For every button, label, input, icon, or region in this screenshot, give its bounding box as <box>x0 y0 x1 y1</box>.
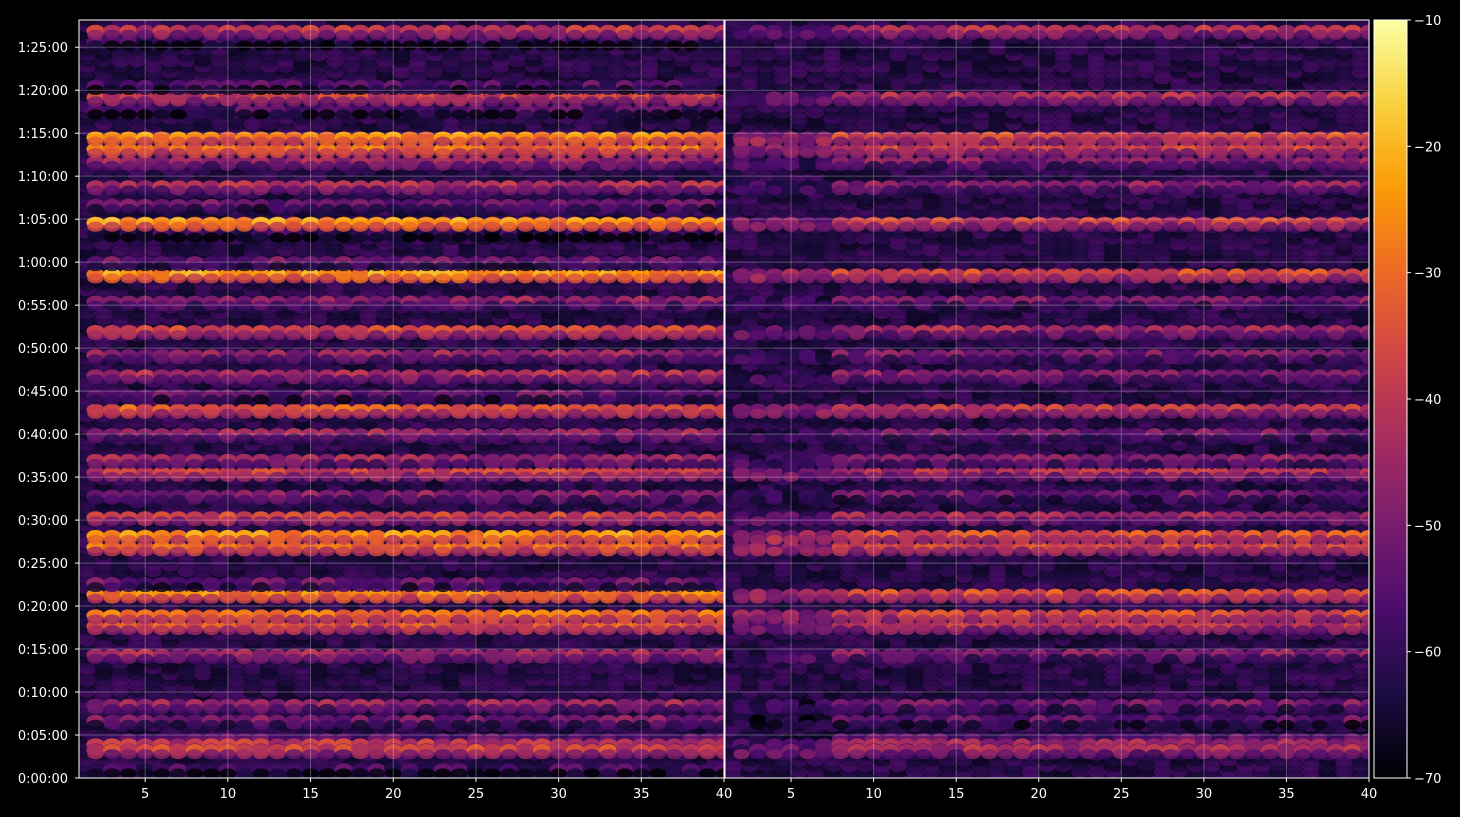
left-heatmap-panel <box>78 19 725 779</box>
left-heatmap-cells <box>79 20 724 778</box>
